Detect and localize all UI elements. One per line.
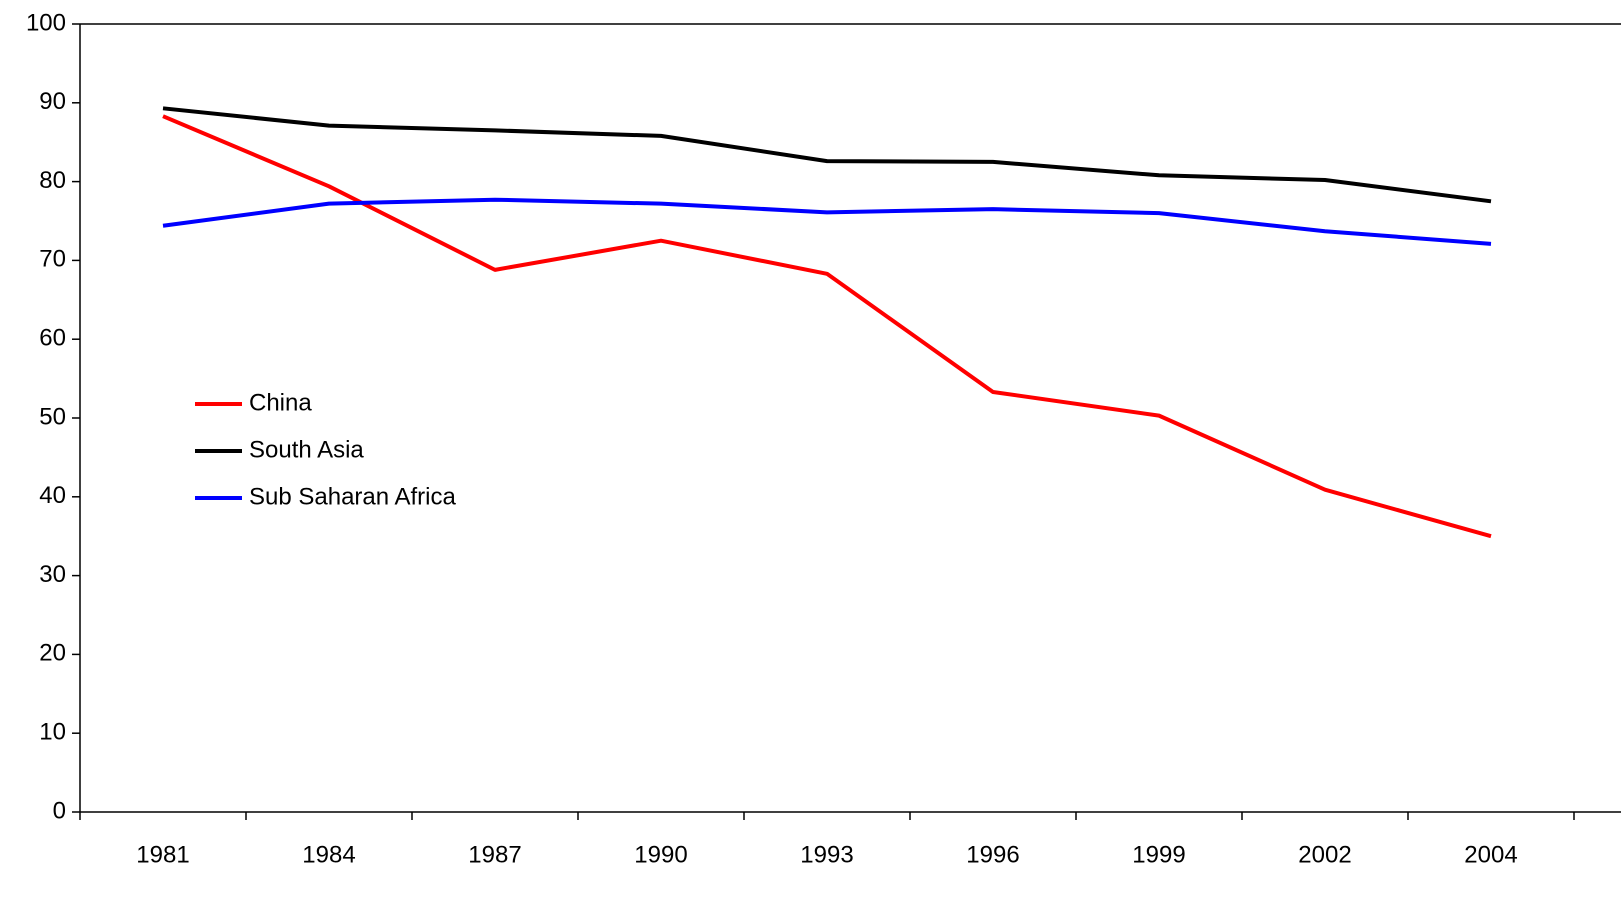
series-line <box>162 197 1492 246</box>
x-tick-label: 1996 <box>966 841 1019 868</box>
x-tick-label: 1993 <box>800 841 853 868</box>
y-tick-label: 80 <box>39 167 66 194</box>
x-tick-label: 2004 <box>1464 841 1517 868</box>
y-tick-label: 90 <box>39 88 66 115</box>
y-tick-label: 70 <box>39 246 66 273</box>
x-tick-label: 1984 <box>302 841 355 868</box>
series-line <box>162 114 1492 539</box>
x-tick-label: 1990 <box>634 841 687 868</box>
y-tick-label: 100 <box>26 9 66 36</box>
x-tick-label: 1987 <box>468 841 521 868</box>
x-tick-label: 1981 <box>136 841 189 868</box>
legend-label: South Asia <box>249 436 364 463</box>
series-line <box>162 106 1492 204</box>
y-tick-label: 0 <box>53 797 66 824</box>
y-tick-label: 10 <box>39 719 66 746</box>
x-tick-label: 1999 <box>1132 841 1185 868</box>
y-tick-label: 40 <box>39 482 66 509</box>
y-tick-label: 50 <box>39 403 66 430</box>
legend-label: Sub Saharan Africa <box>249 483 456 510</box>
y-tick-label: 20 <box>39 640 66 667</box>
x-tick-label: 2002 <box>1298 841 1351 868</box>
y-tick-label: 60 <box>39 325 66 352</box>
y-tick-label: 30 <box>39 561 66 588</box>
legend-label: China <box>249 389 312 416</box>
